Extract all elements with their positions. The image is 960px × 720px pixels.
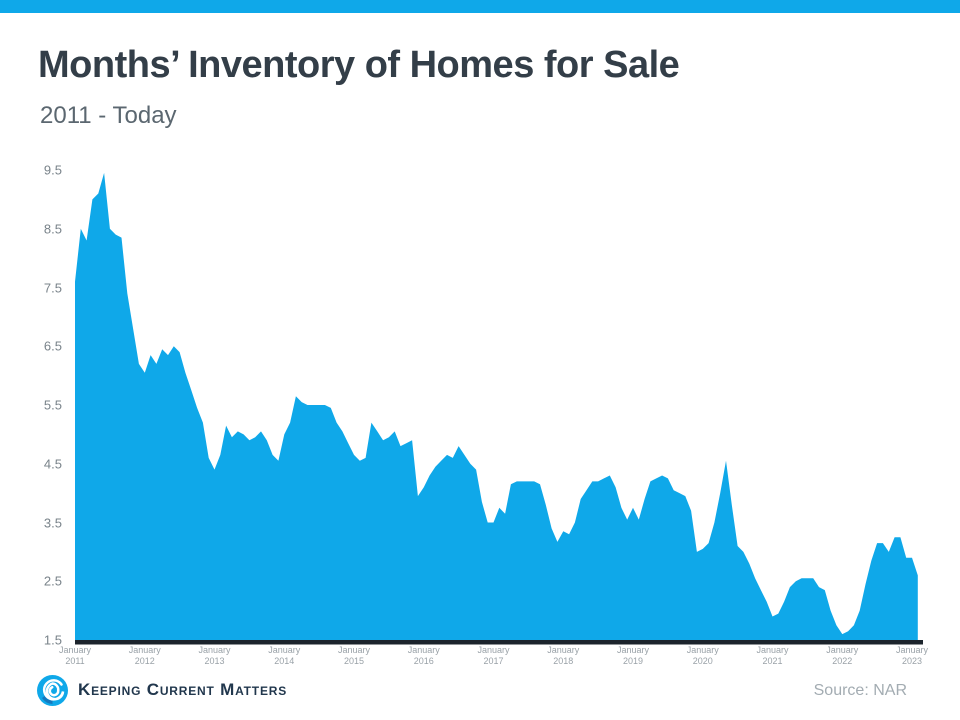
page-title: Months’ Inventory of Homes for Sale — [38, 44, 680, 86]
y-tick-label: 9.5 — [43, 162, 62, 178]
source-credit: Source: NAR — [813, 682, 907, 699]
x-tick-year: 2022 — [832, 655, 853, 666]
y-tick-label: 4.5 — [43, 456, 62, 472]
x-axis-line — [75, 640, 923, 645]
page-subtitle: 2011 - Today — [40, 102, 177, 129]
x-tick-label: January 2022 — [807, 645, 877, 666]
x-tick-year: 2017 — [483, 655, 504, 666]
x-tick-year: 2011 — [65, 655, 85, 666]
kcm-swirl-icon — [37, 675, 68, 706]
x-tick-label: January 2014 — [249, 645, 319, 666]
x-tick-year: 2020 — [692, 655, 713, 666]
y-tick-label: 6.5 — [43, 338, 62, 354]
x-tick-year: 2023 — [901, 655, 923, 666]
x-tick-year: 2013 — [204, 655, 225, 666]
x-tick-year: 2014 — [274, 655, 295, 666]
brand-name: Keeping Current Matters — [78, 680, 288, 699]
x-tick-year: 2015 — [343, 655, 365, 666]
y-tick-label: 7.5 — [43, 280, 62, 295]
x-tick-year: 2018 — [553, 655, 574, 666]
area-series — [75, 172, 918, 641]
x-tick-label: January 2015 — [319, 645, 389, 666]
x-tick-label: January 2016 — [389, 645, 459, 666]
accent-top-bar — [0, 0, 960, 13]
x-tick-year: 2019 — [622, 655, 644, 666]
x-tick-label: January 2011 — [40, 645, 110, 666]
x-tick-label: January 2012 — [110, 645, 180, 666]
x-tick-label: January 2021 — [738, 645, 808, 666]
x-tick-label: January 2013 — [180, 645, 250, 666]
x-tick-label: January 2023 — [877, 645, 947, 666]
y-tick-label: 3.5 — [43, 515, 62, 530]
x-tick-label: January 2017 — [459, 645, 529, 666]
x-tick-year: 2016 — [413, 655, 434, 666]
y-tick-label: 1.5 — [43, 632, 62, 648]
y-tick-label: 2.5 — [43, 573, 62, 589]
x-tick-year: 2021 — [762, 655, 783, 666]
y-tick-label: 5.5 — [43, 397, 62, 413]
x-tick-label: January 2019 — [598, 645, 668, 666]
x-tick-label: January 2020 — [668, 645, 738, 666]
y-tick-label: 8.5 — [43, 221, 62, 237]
x-tick-label: January 2018 — [528, 645, 598, 666]
x-tick-year: 2012 — [134, 655, 155, 666]
